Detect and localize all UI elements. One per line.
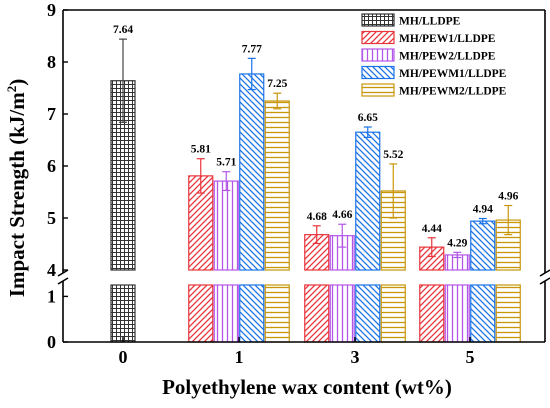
y-axis-title-main: Impact Strength (kJ/m bbox=[5, 92, 29, 297]
bar-mh-pewm2-lldpe-1-lower bbox=[264, 284, 290, 343]
y-axis-title-superscript: 2 bbox=[4, 86, 19, 93]
data-label: 7.25 bbox=[267, 78, 287, 90]
error-bar bbox=[453, 251, 462, 259]
error-bar bbox=[119, 38, 127, 123]
bars-layer bbox=[110, 38, 521, 343]
data-label: 5.52 bbox=[383, 149, 403, 161]
data-label: 7.77 bbox=[242, 43, 262, 55]
bar-mh-pewm1-lldpe-5-lower bbox=[470, 284, 496, 343]
error-bar bbox=[478, 217, 487, 225]
data-label: 4.68 bbox=[307, 211, 327, 223]
bar-mh-pewm1-lldpe-1 bbox=[239, 73, 265, 271]
legend-label: MH/PEW2/LLDPE bbox=[399, 51, 496, 63]
legend-swatch bbox=[361, 48, 395, 62]
legend-label: MH/PEW1/LLDPE bbox=[399, 33, 496, 45]
data-label: 4.29 bbox=[447, 237, 467, 249]
error-bar bbox=[389, 163, 398, 219]
axis-break-mark bbox=[57, 269, 69, 285]
error-bar bbox=[504, 204, 513, 236]
bar-mh-pewm1-lldpe-3 bbox=[355, 131, 381, 271]
bar-mh-pewm2-lldpe-5-lower bbox=[495, 284, 521, 343]
bar-mh-pew2-lldpe-3-lower bbox=[329, 284, 355, 343]
y-tick-label: 7 bbox=[47, 104, 56, 124]
y-tick-label: 5 bbox=[47, 208, 56, 228]
bar-mh-pew2-lldpe-1-lower bbox=[213, 284, 239, 343]
bar-mh-pew1-lldpe-3-lower bbox=[304, 284, 330, 343]
data-label: 4.44 bbox=[422, 223, 442, 235]
error-bar bbox=[247, 57, 256, 91]
y-axis-title-close: ) bbox=[5, 79, 29, 86]
data-label: 6.65 bbox=[358, 112, 378, 124]
legend-item: MH/PEW1/LLDPE bbox=[361, 30, 496, 45]
data-label: 5.81 bbox=[191, 144, 211, 156]
data-label: 4.96 bbox=[498, 191, 518, 203]
legend-item: MH/PEWM1/LLDPE bbox=[361, 65, 507, 80]
bar-mh-pewm2-lldpe-3-lower bbox=[380, 284, 406, 343]
legend: MH/LLDPE MH/PEW1/LLDPE MH/PEW2/LLDPE MH/PEW… bbox=[361, 13, 507, 98]
data-label: 7.64 bbox=[113, 24, 133, 36]
bar-mh-pewm1-lldpe-5 bbox=[470, 220, 496, 271]
error-bar bbox=[427, 237, 436, 258]
y-tick-label: 8 bbox=[47, 52, 56, 72]
x-tick-label: 0 bbox=[119, 347, 128, 367]
error-bar bbox=[196, 158, 205, 194]
legend-label: MH/PEWM1/LLDPE bbox=[399, 68, 507, 80]
data-label: 4.94 bbox=[473, 204, 493, 216]
error-bar bbox=[312, 225, 321, 245]
bar-mh-lldpe-0-lower bbox=[110, 284, 136, 343]
bar-mh-pewm1-lldpe-3-lower bbox=[355, 284, 381, 343]
legend-item: MH/PEW2/LLDPE bbox=[361, 48, 496, 63]
y-tick-label: 9 bbox=[47, 0, 56, 20]
bar-mh-pew2-lldpe-5-lower bbox=[444, 284, 470, 343]
x-tick-label: 5 bbox=[466, 347, 475, 367]
data-label: 4.66 bbox=[332, 209, 352, 221]
bar-mh-pewm1-lldpe-1-lower bbox=[239, 284, 265, 343]
bar-mh-pew1-lldpe-1-lower bbox=[188, 284, 214, 343]
data-label: 5.71 bbox=[216, 157, 236, 169]
bar-mh-pew1-lldpe-5-lower bbox=[419, 284, 445, 343]
y-tick-label: 1 bbox=[47, 286, 56, 306]
bar-mh-pewm2-lldpe-1 bbox=[264, 100, 290, 271]
x-tick-label: 1 bbox=[235, 347, 244, 367]
error-bar bbox=[222, 171, 231, 192]
legend-swatch bbox=[361, 30, 395, 45]
legend-swatch bbox=[361, 13, 395, 27]
y-tick-label: 4 bbox=[47, 260, 56, 280]
error-bar bbox=[363, 126, 372, 138]
y-tick-label: 0 bbox=[47, 332, 56, 352]
error-bar bbox=[273, 92, 282, 110]
data-labels-layer: 7.64 5.81 5.71 7.77 7.25 4.68 4.66 6.65 5.52 4.44… bbox=[113, 24, 519, 249]
y-axis-title: Impact Strength (kJ/m2) bbox=[4, 79, 29, 297]
legend-item: MH/LLDPE bbox=[361, 13, 461, 28]
x-tick-label: 3 bbox=[351, 347, 360, 367]
error-bar bbox=[338, 223, 347, 248]
y-tick-label: 6 bbox=[47, 156, 56, 176]
legend-item: MH/PEWM2/LLDPE bbox=[361, 83, 507, 98]
bar-mh-pew2-lldpe-1 bbox=[213, 180, 239, 271]
axes-layer: 4 5 6 7 8 9 0 1 0 1 3 5 bbox=[47, 0, 550, 367]
legend-swatch bbox=[361, 83, 395, 97]
legend-label: MH/PEWM2/LLDPE bbox=[399, 86, 507, 98]
axis-break-mark bbox=[539, 269, 550, 285]
legend-label: MH/LLDPE bbox=[399, 16, 461, 28]
x-axis-title: Polyethylene wax content (wt%) bbox=[162, 375, 452, 399]
legend-swatch bbox=[361, 65, 395, 80]
